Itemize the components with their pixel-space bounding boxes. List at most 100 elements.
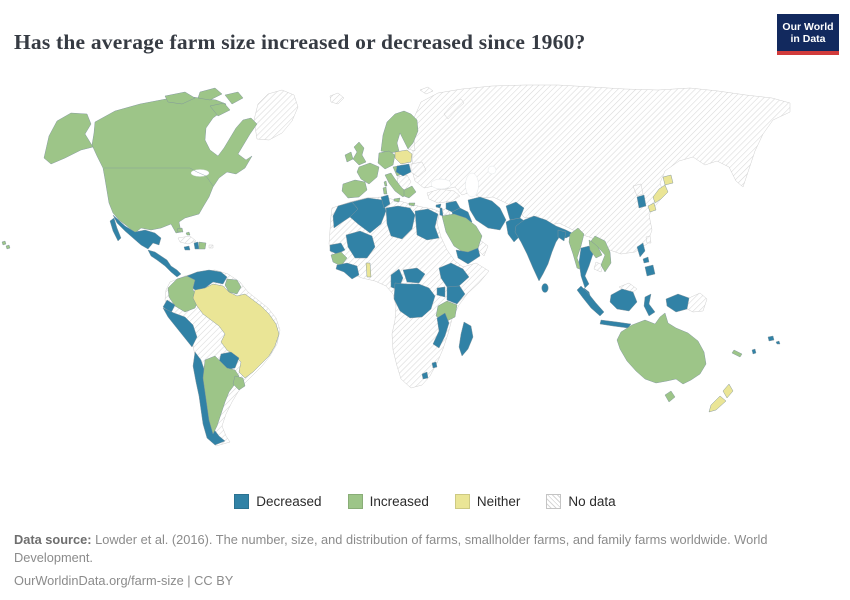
- region-crete[interactable]: [408, 202, 416, 207]
- legend-label-neither: Neither: [476, 494, 521, 509]
- region-uruguay[interactable]: [232, 375, 246, 391]
- region-cuba[interactable]: [177, 235, 197, 245]
- region-north-korea[interactable]: [632, 183, 644, 197]
- region-iceland[interactable]: [329, 92, 345, 105]
- region-togo[interactable]: [365, 262, 372, 278]
- region-cambodia[interactable]: [593, 261, 604, 273]
- region-bahamas[interactable]: [176, 227, 191, 236]
- region-vanuatu[interactable]: [751, 348, 757, 355]
- region-arctic-islands[interactable]: [164, 87, 244, 117]
- region-tunisia[interactable]: [380, 194, 391, 209]
- region-philippines[interactable]: [636, 242, 656, 277]
- region-libya[interactable]: [385, 205, 416, 240]
- region-corsica[interactable]: [383, 180, 388, 187]
- region-svalbard[interactable]: [419, 86, 434, 95]
- region-greece[interactable]: [403, 185, 417, 199]
- region-venezuela[interactable]: [186, 269, 228, 293]
- region-fiji[interactable]: [767, 335, 781, 345]
- region-algeria[interactable]: [349, 197, 387, 234]
- region-sumatra[interactable]: [576, 285, 605, 317]
- legend-item-nodata[interactable]: No data: [546, 494, 616, 509]
- region-haiti[interactable]: [193, 241, 200, 250]
- region-germany[interactable]: [377, 150, 396, 170]
- region-poland[interactable]: [394, 149, 413, 165]
- region-south-korea[interactable]: [636, 194, 647, 209]
- region-sulawesi[interactable]: [643, 293, 656, 317]
- legend-label-increased: Increased: [369, 494, 429, 509]
- region-alaska[interactable]: [43, 112, 94, 165]
- region-ethiopia[interactable]: [438, 262, 470, 288]
- region-scandinavia[interactable]: [380, 110, 419, 154]
- region-hungary[interactable]: [395, 163, 412, 177]
- region-novaya-zemlya[interactable]: [443, 98, 465, 120]
- region-puerto-rico[interactable]: [208, 244, 214, 249]
- region-central-african-republic[interactable]: [402, 267, 426, 284]
- region-madagascar[interactable]: [458, 321, 474, 357]
- region-lesotho[interactable]: [421, 371, 429, 380]
- region-baja-california[interactable]: [109, 217, 122, 242]
- region-papua-new-guinea[interactable]: [686, 292, 708, 313]
- region-france[interactable]: [356, 162, 380, 185]
- region-tasmania[interactable]: [664, 390, 676, 403]
- region-guyana-suriname[interactable]: [224, 278, 242, 295]
- region-west-papua[interactable]: [665, 293, 690, 313]
- region-sicily[interactable]: [393, 197, 401, 203]
- region-hawaii[interactable]: [1, 240, 11, 250]
- region-brazil[interactable]: [192, 283, 280, 379]
- region-sri-lanka[interactable]: [541, 283, 549, 293]
- region-central-america[interactable]: [147, 249, 182, 278]
- region-yemen[interactable]: [455, 247, 481, 265]
- data-source-note: Data source: Lowder et al. (2016). The n…: [14, 531, 820, 566]
- region-uganda[interactable]: [436, 286, 446, 298]
- region-canada-usa[interactable]: [91, 96, 258, 234]
- legend-swatch-increased: [347, 494, 363, 509]
- caspian-sea: [465, 172, 479, 198]
- region-new-caledonia[interactable]: [731, 349, 743, 358]
- great-lakes: [190, 169, 210, 177]
- region-new-zealand[interactable]: [708, 383, 734, 413]
- region-thailand[interactable]: [578, 245, 594, 289]
- legend-label-nodata: No data: [568, 494, 616, 509]
- region-mali[interactable]: [345, 230, 376, 259]
- region-mozambique-malawi[interactable]: [432, 312, 450, 349]
- legend-item-neither[interactable]: Neither: [454, 494, 521, 509]
- region-ireland[interactable]: [344, 151, 354, 163]
- legend-swatch-neither: [454, 494, 470, 509]
- region-japan[interactable]: [647, 174, 674, 213]
- region-borneo-north[interactable]: [618, 282, 638, 293]
- region-jamaica[interactable]: [183, 245, 191, 251]
- world-map: [1, 84, 791, 447]
- region-egypt[interactable]: [414, 208, 440, 241]
- logo-line1: Our World: [782, 20, 834, 33]
- region-turkey[interactable]: [426, 188, 461, 204]
- region-borneo[interactable]: [609, 288, 638, 312]
- region-vietnam[interactable]: [590, 235, 612, 273]
- region-iran[interactable]: [467, 196, 507, 231]
- region-saudi-arabia[interactable]: [441, 213, 483, 255]
- owid-logo[interactable]: Our World in Data: [777, 14, 839, 55]
- region-cyprus[interactable]: [435, 203, 442, 209]
- region-liberia-ivory-coast[interactable]: [335, 262, 360, 280]
- region-eswatini[interactable]: [431, 361, 438, 369]
- region-guinea[interactable]: [330, 251, 348, 267]
- region-dominican-republic[interactable]: [198, 241, 207, 250]
- citation-line[interactable]: OurWorldinData.org/farm-size | CC BY: [14, 573, 234, 588]
- region-greenland[interactable]: [253, 89, 299, 141]
- legend-item-decreased[interactable]: Decreased: [234, 494, 322, 509]
- region-dr-congo[interactable]: [393, 282, 436, 319]
- region-australia[interactable]: [616, 312, 707, 385]
- region-sardinia[interactable]: [382, 186, 388, 195]
- region-united-kingdom[interactable]: [352, 141, 367, 166]
- region-iberia[interactable]: [341, 179, 368, 199]
- region-java[interactable]: [599, 319, 632, 329]
- region-bangladesh[interactable]: [557, 229, 567, 242]
- region-taiwan[interactable]: [645, 235, 652, 244]
- region-romania[interactable]: [410, 161, 427, 178]
- region-afghanistan[interactable]: [505, 201, 525, 221]
- region-argentina[interactable]: [202, 355, 240, 435]
- legend-item-increased[interactable]: Increased: [347, 494, 429, 509]
- region-mexico[interactable]: [112, 214, 162, 250]
- region-israel[interactable]: [439, 207, 444, 217]
- region-peru[interactable]: [162, 307, 198, 348]
